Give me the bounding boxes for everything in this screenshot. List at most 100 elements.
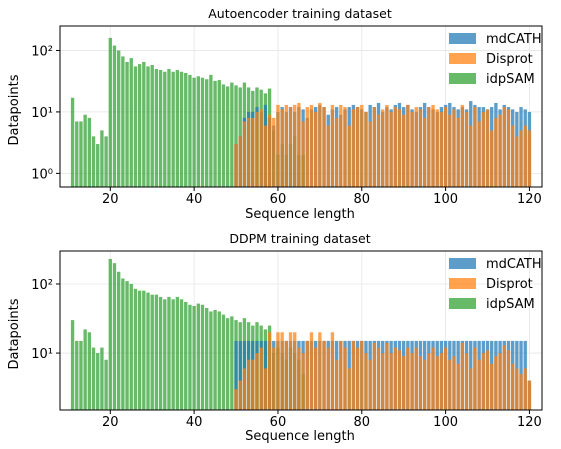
x-tick-label: 20 bbox=[102, 415, 119, 430]
x-axis-ticks: 20 40 60 80 100 120 bbox=[102, 187, 542, 207]
bar-disprot bbox=[510, 363, 515, 410]
bar-disprot bbox=[326, 125, 330, 187]
legend-label-disprot: Disprot bbox=[486, 277, 533, 292]
bar-disprot bbox=[485, 109, 490, 187]
bar-disprot bbox=[460, 342, 465, 410]
legend-label-mdcath: mdCATH bbox=[486, 257, 542, 272]
bar-disprot bbox=[259, 109, 263, 187]
bar-disprot bbox=[477, 121, 481, 187]
bar-idpsam bbox=[87, 117, 92, 187]
bar-disprot bbox=[372, 107, 377, 187]
bar-idpsam bbox=[87, 332, 92, 410]
bar-idpsam bbox=[150, 64, 154, 187]
bar-disprot bbox=[418, 109, 423, 187]
bar-idpsam bbox=[125, 281, 129, 410]
bar-disprot bbox=[502, 107, 506, 187]
bar-disprot bbox=[473, 107, 477, 187]
x-tick-label: 80 bbox=[354, 192, 371, 207]
disprot-bars bbox=[234, 102, 532, 187]
bar-disprot bbox=[397, 350, 402, 410]
bar-disprot bbox=[494, 356, 498, 410]
bar-disprot bbox=[255, 111, 259, 187]
bar-disprot bbox=[452, 356, 456, 410]
bar-disprot bbox=[414, 107, 418, 187]
bar-disprot bbox=[255, 353, 259, 410]
bar-idpsam bbox=[184, 301, 188, 410]
bar-idpsam bbox=[121, 278, 125, 410]
bar-disprot bbox=[422, 117, 427, 187]
bar-disprot bbox=[481, 111, 485, 187]
bar-idpsam bbox=[205, 307, 209, 410]
bar-idpsam bbox=[117, 271, 121, 410]
legend: mdCATH Disprot idpSAM bbox=[449, 32, 542, 87]
bar-disprot bbox=[364, 111, 368, 187]
bar-disprot bbox=[351, 340, 356, 410]
bar-idpsam bbox=[188, 74, 192, 187]
x-axis-ticks: 20 40 60 80 100 120 bbox=[102, 410, 542, 430]
bar-disprot bbox=[376, 347, 381, 410]
bar-disprot bbox=[435, 109, 439, 187]
legend-swatch-idpsam bbox=[449, 298, 476, 309]
bar-disprot bbox=[259, 347, 263, 410]
autoencoder-chart-panel: Autoencoder training dataset 20 40 60 80 100… bbox=[7, 6, 543, 222]
bar-disprot bbox=[242, 368, 247, 410]
bar-disprot bbox=[313, 347, 318, 410]
bar-disprot bbox=[389, 111, 393, 187]
bar-disprot bbox=[506, 109, 511, 187]
bar-disprot bbox=[276, 104, 280, 187]
y-axis-label: Datapoints bbox=[7, 298, 22, 369]
bar-disprot bbox=[263, 368, 268, 410]
bar-disprot bbox=[334, 117, 339, 187]
bar-disprot bbox=[435, 356, 439, 410]
bar-idpsam bbox=[167, 296, 171, 410]
bar-disprot bbox=[376, 114, 381, 187]
bar-idpsam bbox=[104, 136, 108, 187]
bar-idpsam bbox=[163, 71, 167, 187]
bar-disprot bbox=[305, 107, 309, 187]
bar-idpsam bbox=[129, 58, 133, 187]
bar-disprot bbox=[351, 109, 356, 187]
bar-disprot bbox=[280, 332, 284, 410]
bar-disprot bbox=[410, 111, 414, 187]
axes-frame bbox=[59, 250, 543, 411]
bar-disprot bbox=[322, 107, 326, 187]
bar-disprot bbox=[510, 125, 515, 187]
bar-disprot bbox=[439, 353, 444, 410]
bar-disprot bbox=[519, 373, 523, 410]
bar-idpsam bbox=[200, 77, 205, 187]
bar-disprot bbox=[330, 104, 335, 187]
bar-idpsam bbox=[175, 70, 180, 187]
bar-idpsam bbox=[121, 56, 125, 187]
legend-swatch-disprot bbox=[449, 53, 476, 64]
bar-disprot bbox=[485, 350, 490, 410]
y-tick-label: 10² bbox=[31, 44, 53, 59]
y-tick-label: 10⁰ bbox=[31, 167, 53, 182]
bar-disprot bbox=[443, 347, 448, 410]
bar-idpsam bbox=[83, 329, 87, 410]
bar-disprot bbox=[448, 359, 452, 410]
legend-label-idpsam: idpSAM bbox=[486, 297, 535, 312]
y-axis-ticks: 10⁰ 10¹ 10² bbox=[31, 44, 60, 182]
bar-idpsam bbox=[171, 299, 175, 410]
ddpm-chart-panel: DDPM training dataset 20 40 60 80 100 120 10¹… bbox=[7, 231, 543, 444]
bar-idpsam bbox=[75, 340, 79, 410]
y-tick-label: 10² bbox=[31, 278, 53, 293]
bar-idpsam bbox=[167, 68, 171, 187]
bar-disprot bbox=[381, 353, 385, 410]
chart-title: DDPM training dataset bbox=[229, 231, 370, 246]
bar-idpsam bbox=[179, 71, 184, 187]
bar-disprot bbox=[389, 353, 393, 410]
bar-idpsam bbox=[221, 84, 226, 187]
bar-idpsam bbox=[91, 347, 96, 410]
bar-disprot bbox=[431, 347, 435, 410]
bar-disprot bbox=[246, 117, 251, 187]
bar-idpsam bbox=[133, 288, 138, 410]
bar-idpsam bbox=[217, 311, 221, 410]
bar-idpsam bbox=[108, 37, 112, 188]
bar-disprot bbox=[494, 117, 498, 187]
bar-disprot bbox=[464, 111, 469, 187]
bar-disprot bbox=[301, 353, 305, 410]
bar-idpsam bbox=[108, 258, 112, 410]
bar-disprot bbox=[330, 332, 335, 410]
bar-idpsam bbox=[213, 80, 217, 187]
